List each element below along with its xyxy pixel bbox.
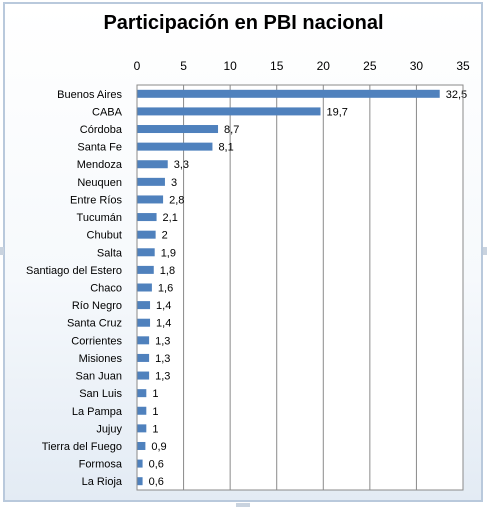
bar bbox=[137, 371, 150, 380]
category-label: La Rioja bbox=[82, 476, 123, 488]
bar bbox=[137, 89, 440, 98]
category-label: Buenos Aires bbox=[57, 89, 122, 101]
category-label: Córdoba bbox=[80, 124, 123, 136]
bar bbox=[137, 125, 219, 134]
bar bbox=[137, 441, 146, 450]
data-label: 1,4 bbox=[156, 300, 171, 312]
category-label: Tucumán bbox=[77, 212, 122, 224]
bar bbox=[137, 160, 168, 169]
bar bbox=[137, 265, 154, 274]
x-tick-label: 35 bbox=[456, 59, 470, 73]
resize-handle-bottom[interactable] bbox=[236, 503, 250, 507]
x-tick-label: 20 bbox=[317, 59, 331, 73]
data-label: 1,9 bbox=[161, 247, 176, 259]
bar bbox=[137, 283, 152, 292]
category-label: Santa Cruz bbox=[67, 318, 122, 330]
bar bbox=[137, 195, 164, 204]
bar bbox=[137, 177, 165, 186]
chart-title: Participación en PBI nacional bbox=[103, 12, 384, 34]
data-label: 1 bbox=[152, 388, 158, 400]
bar bbox=[137, 301, 151, 310]
category-label: San Juan bbox=[76, 371, 122, 383]
plot-border bbox=[136, 84, 464, 491]
data-label: 1 bbox=[152, 406, 158, 418]
category-label: Mendoza bbox=[77, 159, 123, 171]
bar bbox=[137, 406, 147, 415]
category-label: Chaco bbox=[90, 283, 122, 295]
data-label: 1,3 bbox=[155, 335, 170, 347]
x-tick-label: 30 bbox=[410, 59, 424, 73]
category-label: Formosa bbox=[79, 459, 123, 471]
bar bbox=[137, 459, 143, 468]
bar bbox=[137, 477, 143, 486]
x-tick-label: 5 bbox=[180, 59, 187, 73]
resize-handle-right[interactable] bbox=[483, 247, 487, 255]
data-label: 1,8 bbox=[160, 265, 175, 277]
category-label: Jujuy bbox=[96, 423, 122, 435]
data-label: 8,7 bbox=[224, 124, 239, 136]
data-label: 0,6 bbox=[149, 459, 164, 471]
category-label: Corrientes bbox=[71, 335, 122, 347]
data-label: 1,3 bbox=[155, 371, 170, 383]
data-label: 8,1 bbox=[218, 142, 233, 154]
category-label: CABA bbox=[92, 106, 123, 118]
data-label: 3,3 bbox=[174, 159, 189, 171]
data-label: 2 bbox=[162, 230, 168, 242]
category-label: Santa Fe bbox=[77, 142, 122, 154]
resize-handle-left[interactable] bbox=[0, 247, 4, 255]
bar bbox=[137, 336, 150, 345]
bar bbox=[137, 213, 157, 222]
data-label: 2,8 bbox=[169, 194, 184, 206]
bar bbox=[137, 424, 147, 433]
bar bbox=[137, 248, 155, 257]
category-label: San Luis bbox=[79, 388, 122, 400]
data-label: 1 bbox=[152, 423, 158, 435]
data-label: 2,1 bbox=[163, 212, 178, 224]
bar bbox=[137, 318, 151, 327]
x-tick-label: 0 bbox=[134, 59, 141, 73]
data-label: 0,9 bbox=[151, 441, 166, 453]
bar bbox=[137, 389, 147, 398]
category-label: Río Negro bbox=[72, 300, 122, 312]
data-label: 1,3 bbox=[155, 353, 170, 365]
data-label: 0,6 bbox=[149, 476, 164, 488]
bar bbox=[137, 142, 213, 151]
data-label: 1,6 bbox=[158, 283, 173, 295]
category-label: Salta bbox=[97, 247, 123, 259]
category-label: La Pampa bbox=[72, 406, 123, 418]
category-label: Entre Ríos bbox=[70, 194, 122, 206]
data-label: 19,7 bbox=[326, 106, 347, 118]
x-tick-label: 15 bbox=[270, 59, 284, 73]
data-label: 32,5 bbox=[446, 89, 467, 101]
bar bbox=[137, 107, 321, 116]
category-label: Tierra del Fuego bbox=[42, 441, 122, 453]
bar bbox=[137, 230, 156, 239]
category-label: Misiones bbox=[79, 353, 123, 365]
x-tick-label: 10 bbox=[223, 59, 237, 73]
data-label: 1,4 bbox=[156, 318, 171, 330]
category-label: Chubut bbox=[87, 230, 122, 242]
bar bbox=[137, 353, 150, 362]
x-tick-label: 25 bbox=[363, 59, 377, 73]
data-label: 3 bbox=[171, 177, 177, 189]
plot-area bbox=[137, 85, 463, 490]
category-label: Neuquen bbox=[77, 177, 122, 189]
category-label: Santiago del Estero bbox=[26, 265, 122, 277]
